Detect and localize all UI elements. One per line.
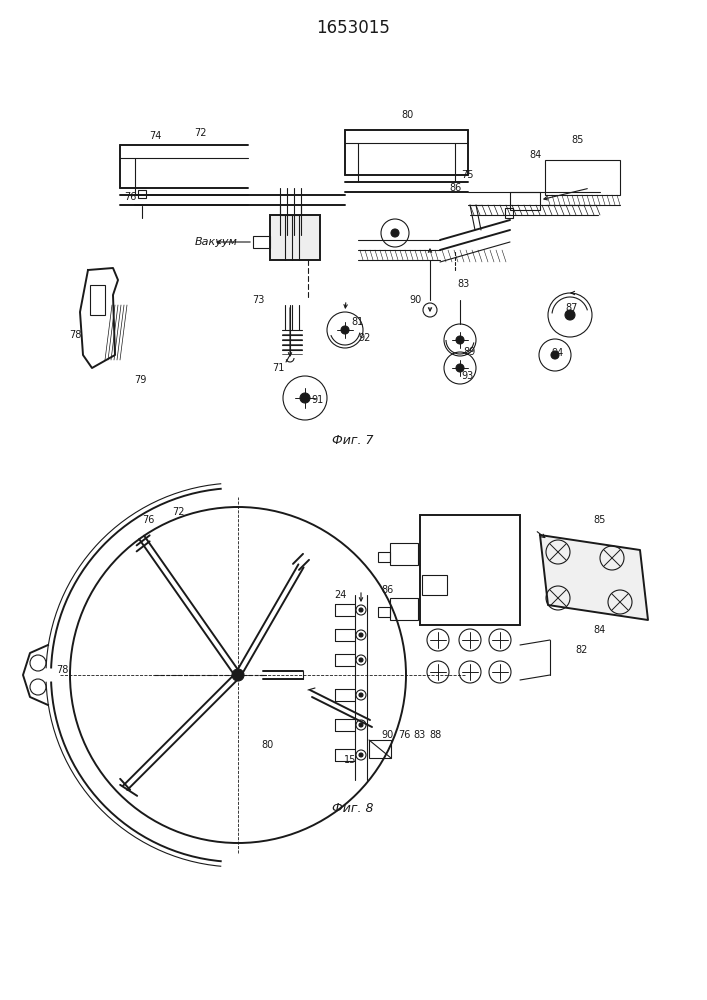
Text: 90: 90: [409, 295, 421, 305]
Circle shape: [551, 351, 559, 359]
Circle shape: [565, 310, 575, 320]
Circle shape: [232, 669, 244, 681]
Text: 84: 84: [594, 625, 606, 635]
Circle shape: [456, 336, 464, 344]
Text: Фиг. 7: Фиг. 7: [332, 434, 374, 446]
Text: 90: 90: [382, 730, 394, 740]
Text: Вакуум: Вакуум: [195, 237, 238, 247]
Bar: [270, 215, 320, 260]
Text: 78: 78: [69, 330, 81, 340]
Text: 80: 80: [402, 110, 414, 120]
Text: 79: 79: [134, 375, 146, 385]
Text: Фиг. 8: Фиг. 8: [332, 802, 374, 814]
Bar: [505, 208, 513, 218]
Text: 15: 15: [344, 755, 356, 765]
Bar: [138, 190, 146, 198]
Circle shape: [359, 633, 363, 637]
Circle shape: [341, 326, 349, 334]
Text: 94: 94: [552, 348, 564, 358]
Bar: [378, 552, 390, 562]
Text: 1653015: 1653015: [316, 19, 390, 37]
Bar: [369, 740, 391, 758]
Bar: [422, 575, 447, 595]
Bar: [378, 607, 390, 617]
Text: 74: 74: [148, 131, 161, 141]
Text: 72: 72: [172, 507, 185, 517]
Text: 85: 85: [594, 515, 606, 525]
Bar: [390, 598, 418, 620]
Text: 78: 78: [56, 665, 68, 675]
Text: 89: 89: [464, 347, 476, 357]
Text: 86: 86: [449, 183, 461, 193]
Text: 73: 73: [252, 295, 264, 305]
Bar: [90, 285, 105, 315]
Bar: [390, 543, 418, 565]
Text: 81: 81: [352, 317, 364, 327]
Circle shape: [391, 229, 399, 237]
Circle shape: [456, 364, 464, 372]
Text: 75: 75: [461, 170, 473, 180]
Text: 76: 76: [398, 730, 410, 740]
Text: 71: 71: [271, 363, 284, 373]
Text: 72: 72: [194, 128, 206, 138]
Text: 83: 83: [457, 279, 469, 289]
Bar: [545, 160, 620, 195]
Text: 76: 76: [124, 192, 136, 202]
Text: 93: 93: [461, 371, 473, 381]
Circle shape: [359, 753, 363, 757]
Text: 85: 85: [572, 135, 584, 145]
Text: 83: 83: [414, 730, 426, 740]
Text: 76: 76: [142, 515, 154, 525]
Text: 24: 24: [334, 590, 346, 600]
Circle shape: [300, 393, 310, 403]
Text: 91: 91: [312, 395, 324, 405]
Polygon shape: [540, 535, 648, 620]
Circle shape: [359, 658, 363, 662]
Circle shape: [359, 723, 363, 727]
Bar: [420, 515, 520, 625]
Text: 80: 80: [262, 740, 274, 750]
Text: 92: 92: [359, 333, 371, 343]
Bar: [253, 236, 270, 248]
Text: 87: 87: [566, 303, 578, 313]
Text: 84: 84: [529, 150, 541, 160]
Circle shape: [359, 693, 363, 697]
Text: 88: 88: [430, 730, 442, 740]
Bar: [510, 192, 540, 210]
Text: 82: 82: [575, 645, 588, 655]
Circle shape: [359, 608, 363, 612]
Text: 86: 86: [382, 585, 394, 595]
